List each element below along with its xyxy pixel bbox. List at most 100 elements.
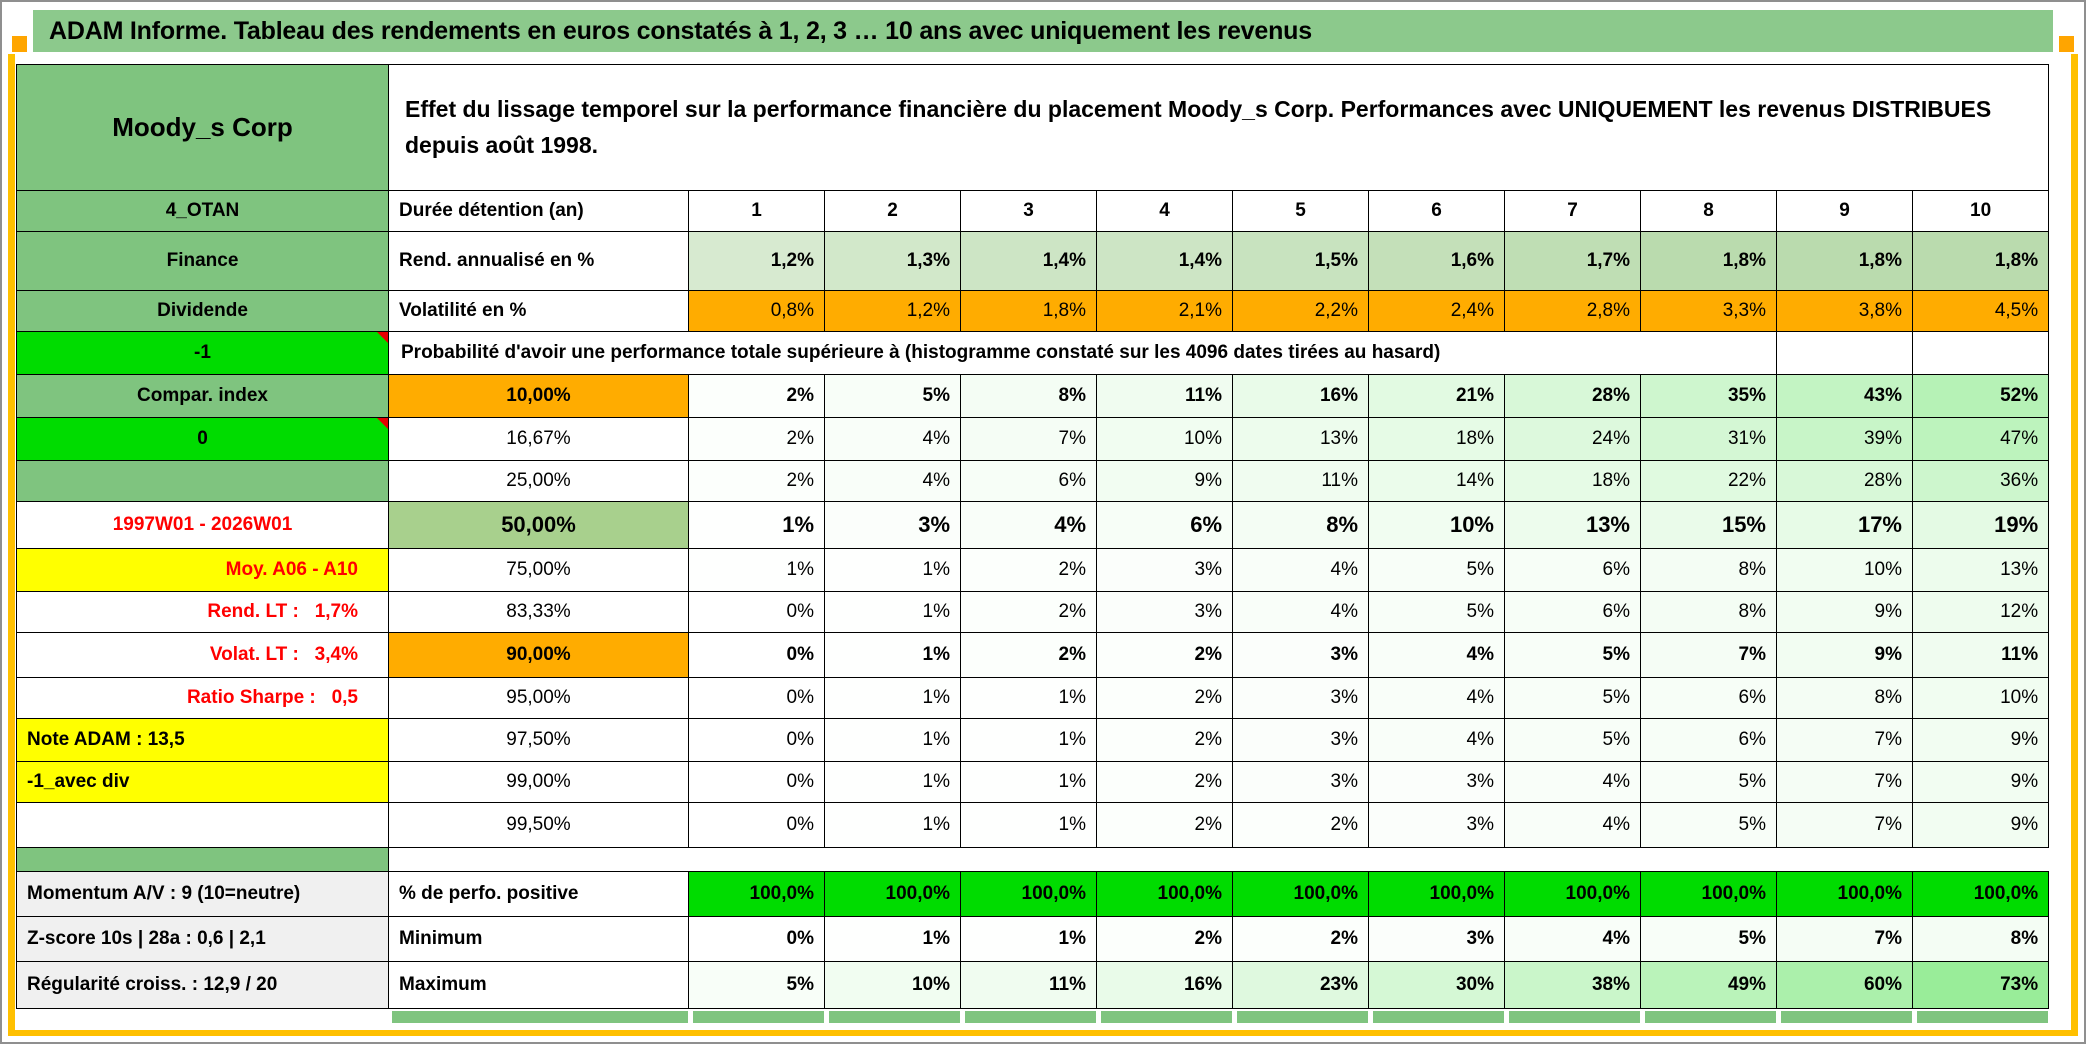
row-label[interactable]: Moy. A06 - A10 <box>16 548 389 592</box>
empty-cell[interactable] <box>1911 331 2050 375</box>
value-cell[interactable]: 36% <box>1911 460 2050 502</box>
value-cell[interactable]: 22% <box>1640 460 1777 502</box>
row-label[interactable] <box>16 802 389 848</box>
row-header[interactable]: Minimum <box>388 916 689 962</box>
company-name-cell[interactable]: Moody_s Corp <box>16 64 389 191</box>
value-cell[interactable]: 31% <box>1640 417 1777 461</box>
value-cell[interactable]: 6 <box>1368 190 1505 232</box>
value-cell[interactable]: 11% <box>1232 460 1369 502</box>
row-header[interactable]: Maximum <box>388 961 689 1009</box>
value-cell[interactable]: 0% <box>688 916 825 962</box>
value-cell[interactable]: 2% <box>960 548 1097 592</box>
value-cell[interactable]: 0,8% <box>688 290 825 332</box>
value-cell[interactable]: 8 <box>1640 190 1777 232</box>
value-cell[interactable]: 100,0% <box>1776 871 1913 917</box>
value-cell[interactable]: 2% <box>960 591 1097 633</box>
value-cell[interactable]: 4% <box>1504 916 1641 962</box>
value-cell[interactable]: 5% <box>1640 916 1777 962</box>
value-cell[interactable]: 24% <box>1504 417 1641 461</box>
empty-cell[interactable] <box>1776 331 1913 375</box>
value-cell[interactable]: 0% <box>688 802 825 848</box>
value-cell[interactable]: 1,8% <box>960 290 1097 332</box>
value-cell[interactable]: 4% <box>1232 591 1369 633</box>
value-cell[interactable]: 13% <box>1504 501 1641 549</box>
value-cell[interactable]: 7% <box>1776 802 1913 848</box>
value-cell[interactable]: 38% <box>1504 961 1641 1009</box>
value-cell[interactable]: 3% <box>1368 802 1505 848</box>
value-cell[interactable]: 2% <box>1096 761 1233 803</box>
value-cell[interactable]: 2,8% <box>1504 290 1641 332</box>
value-cell[interactable]: 0% <box>688 761 825 803</box>
value-cell[interactable]: 9% <box>1096 460 1233 502</box>
value-cell[interactable]: 1,8% <box>1911 231 2050 291</box>
row-label[interactable]: 4_OTAN <box>16 190 389 232</box>
value-cell[interactable]: 1,2% <box>824 290 961 332</box>
value-cell[interactable]: 17% <box>1776 501 1913 549</box>
value-cell[interactable]: 1,2% <box>688 231 825 291</box>
row-header[interactable]: 83,33% <box>388 591 689 633</box>
value-cell[interactable]: 18% <box>1504 460 1641 502</box>
value-cell[interactable]: 16% <box>1096 961 1233 1009</box>
value-cell[interactable]: 2% <box>688 374 825 418</box>
value-cell[interactable]: 100,0% <box>1232 871 1369 917</box>
value-cell[interactable]: 14% <box>1368 460 1505 502</box>
value-cell[interactable]: 16% <box>1232 374 1369 418</box>
value-cell[interactable]: 11% <box>1096 374 1233 418</box>
value-cell[interactable]: 0% <box>688 591 825 633</box>
value-cell[interactable]: 5% <box>1640 802 1777 848</box>
row-label[interactable]: Régularité croiss. : 12,9 / 20 <box>16 961 389 1009</box>
value-cell[interactable]: 2% <box>1096 802 1233 848</box>
value-cell[interactable]: 1% <box>960 761 1097 803</box>
value-cell[interactable]: 3% <box>1096 591 1233 633</box>
value-cell[interactable]: 4% <box>1232 548 1369 592</box>
row-header[interactable]: 16,67% <box>388 417 689 461</box>
value-cell[interactable]: 1,3% <box>824 231 961 291</box>
value-cell[interactable]: 4% <box>1368 677 1505 719</box>
value-cell[interactable]: 3% <box>1096 548 1233 592</box>
value-cell[interactable]: 4% <box>824 417 961 461</box>
row-label[interactable]: Note ADAM : 13,5 <box>16 718 389 762</box>
value-cell[interactable]: 21% <box>1368 374 1505 418</box>
value-cell[interactable]: 100,0% <box>960 871 1097 917</box>
row-label[interactable]: Ratio Sharpe : 0,5 <box>16 677 389 719</box>
value-cell[interactable]: 2% <box>1232 916 1369 962</box>
value-cell[interactable]: 7% <box>1776 761 1913 803</box>
value-cell[interactable]: 13% <box>1232 417 1369 461</box>
value-cell[interactable]: 7% <box>1776 718 1913 762</box>
value-cell[interactable]: 2,2% <box>1232 290 1369 332</box>
value-cell[interactable]: 9% <box>1911 761 2050 803</box>
row-label[interactable]: Compar. index <box>16 374 389 418</box>
row-label[interactable]: 1997W01 - 2026W01 <box>16 501 389 549</box>
value-cell[interactable]: 1% <box>688 548 825 592</box>
value-cell[interactable]: 0% <box>688 632 825 678</box>
value-cell[interactable]: 4% <box>1368 718 1505 762</box>
row-label[interactable]: 0 <box>16 417 389 461</box>
value-cell[interactable]: 5% <box>688 961 825 1009</box>
value-cell[interactable]: 10% <box>1776 548 1913 592</box>
value-cell[interactable]: 100,0% <box>688 871 825 917</box>
value-cell[interactable]: 1% <box>824 632 961 678</box>
value-cell[interactable]: 5% <box>1504 677 1641 719</box>
value-cell[interactable]: 60% <box>1776 961 1913 1009</box>
value-cell[interactable]: 30% <box>1368 961 1505 1009</box>
value-cell[interactable]: 3,8% <box>1776 290 1913 332</box>
row-header[interactable]: 10,00% <box>388 374 689 418</box>
value-cell[interactable]: 3 <box>960 190 1097 232</box>
value-cell[interactable]: 100,0% <box>1368 871 1505 917</box>
value-cell[interactable]: 1,6% <box>1368 231 1505 291</box>
value-cell[interactable]: 4% <box>1504 802 1641 848</box>
value-cell[interactable]: 1,8% <box>1776 231 1913 291</box>
row-header[interactable]: 97,50% <box>388 718 689 762</box>
value-cell[interactable]: 8% <box>960 374 1097 418</box>
value-cell[interactable]: 8% <box>1776 677 1913 719</box>
value-cell[interactable]: 3% <box>1232 761 1369 803</box>
value-cell[interactable]: 6% <box>1504 591 1641 633</box>
probability-note[interactable]: Probabilité d'avoir une performance tota… <box>388 331 1777 375</box>
value-cell[interactable]: 19% <box>1911 501 2050 549</box>
value-cell[interactable]: 3% <box>1232 718 1369 762</box>
value-cell[interactable]: 7 <box>1504 190 1641 232</box>
value-cell[interactable]: 11% <box>960 961 1097 1009</box>
row-header[interactable]: Volatilité en % <box>388 290 689 332</box>
value-cell[interactable]: 1,7% <box>1504 231 1641 291</box>
value-cell[interactable]: 39% <box>1776 417 1913 461</box>
